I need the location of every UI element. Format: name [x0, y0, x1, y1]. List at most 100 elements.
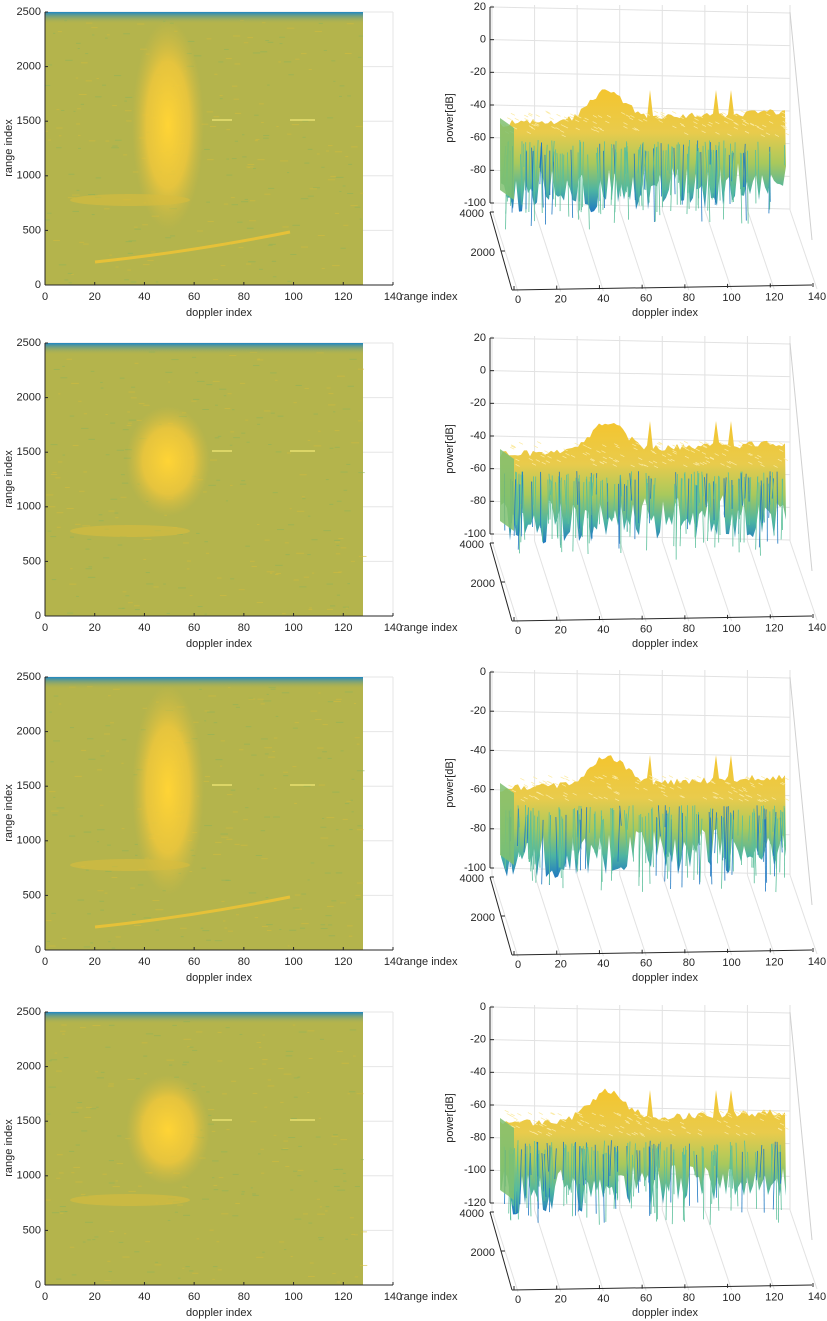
- heatmap-texture: [212, 1177, 215, 1179]
- surface-mesh: [544, 144, 548, 175]
- heatmap-texture: [254, 140, 258, 142]
- surface-mesh: [510, 112, 516, 116]
- heatmap-texture: [127, 269, 132, 271]
- heatmap-texture: [336, 500, 342, 502]
- heatmap-texture: [88, 566, 93, 568]
- surface-mesh: [729, 814, 733, 861]
- surface-mesh: [664, 1119, 670, 1122]
- surface-mesh: [559, 130, 565, 133]
- heatmap-texture: [112, 145, 118, 147]
- heatmap-texture: [51, 579, 57, 581]
- heatmap-texture: [52, 814, 58, 816]
- surface-mesh: [671, 1133, 676, 1137]
- heatmap-texture: [225, 827, 233, 829]
- heatmap-texture: [264, 539, 270, 541]
- surface-mesh: [662, 115, 667, 118]
- heatmap-texture: [293, 579, 299, 581]
- surface-mesh: [715, 132, 720, 135]
- surface-mesh: [710, 808, 714, 853]
- surface-mesh: [747, 453, 752, 456]
- surface-mesh: [778, 1128, 783, 1131]
- heatmap-texture: [77, 134, 81, 136]
- surface-mesh: [549, 480, 553, 520]
- heatmap-texture: [47, 139, 52, 141]
- surface-mesh: [599, 1114, 604, 1118]
- x-axis-label: doppler index: [632, 1307, 699, 1319]
- heatmap-texture: [96, 829, 105, 831]
- surface-mesh: [556, 153, 559, 179]
- surface-mesh: [589, 459, 595, 462]
- surface-mesh: [625, 147, 628, 193]
- surface-mesh: [523, 784, 529, 787]
- heatmap-texture: [56, 526, 61, 528]
- heatmap-texture: [331, 900, 337, 902]
- heatmap-texture: [244, 198, 248, 200]
- heatmap-texture: [48, 1086, 57, 1088]
- grid-line: [491, 1039, 791, 1047]
- surface-mesh: [670, 819, 672, 890]
- surface-mesh: [663, 794, 668, 797]
- heatmap-texture: [336, 1168, 344, 1170]
- surface-mesh: [608, 456, 614, 460]
- heatmap-texture: [285, 1166, 290, 1168]
- heatmap-texture: [163, 583, 166, 585]
- heatmap-texture: [172, 1024, 177, 1026]
- surface-mesh: [528, 458, 533, 461]
- surface-mesh: [602, 774, 607, 778]
- heatmap-texture: [248, 261, 256, 263]
- heatmap-texture: [268, 243, 276, 245]
- surface-mesh: [708, 121, 713, 125]
- heatmap-texture: [318, 430, 321, 432]
- x-tick-label: 120: [334, 291, 352, 303]
- heatmap-texture: [208, 1114, 212, 1116]
- heatmap-texture: [252, 365, 260, 367]
- y-axis-label: range index: [400, 956, 458, 968]
- heatmap-texture: [206, 1091, 210, 1093]
- surface-mesh: [516, 1120, 521, 1123]
- heatmap-texture: [360, 1159, 364, 1161]
- heatmap-band: [45, 12, 363, 24]
- surface-mesh: [512, 126, 518, 130]
- heatmap-texture: [192, 1272, 199, 1274]
- heatmap-texture: [69, 415, 75, 417]
- heatmap-texture: [309, 188, 318, 190]
- heatmap-texture: [50, 444, 58, 446]
- heatmap-texture: [242, 134, 245, 136]
- heatmap-texture: [353, 702, 356, 704]
- heatmap-texture: [167, 1219, 171, 1221]
- surface-mesh: [589, 807, 591, 833]
- heatmap-texture: [289, 508, 292, 510]
- heatmap-texture: [313, 413, 318, 415]
- heatmap-texture: [347, 1093, 350, 1095]
- heatmap-texture: [231, 204, 238, 206]
- heatmap-texture: [143, 558, 147, 560]
- heatmap-texture: [350, 205, 358, 207]
- z-tick-label: 0: [480, 1001, 486, 1013]
- surface-mesh: [718, 476, 721, 536]
- heatmap-texture: [336, 594, 341, 596]
- surface-mesh: [563, 116, 569, 120]
- surface-mesh: [513, 1117, 518, 1121]
- x-tick-label: 140: [384, 291, 402, 303]
- heatmap-texture: [90, 370, 95, 372]
- heatmap-texture: [286, 27, 295, 29]
- heatmap-texture: [64, 487, 70, 489]
- heatmap-texture: [125, 595, 130, 597]
- heatmap-texture: [78, 93, 87, 95]
- surface-mesh: [529, 812, 532, 862]
- heatmap-texture: [300, 246, 309, 248]
- surface-mesh: [704, 456, 710, 460]
- heatmap-texture: [219, 765, 223, 767]
- surface-mesh: [700, 151, 703, 222]
- surface-mesh: [598, 796, 603, 799]
- z-tick-label: -40: [470, 430, 486, 442]
- x-tick-label: 0: [42, 956, 48, 968]
- surface-mesh: [613, 791, 618, 795]
- surface-mesh: [563, 448, 568, 452]
- surface-mesh: [549, 796, 554, 800]
- heatmap-texture: [278, 61, 281, 63]
- surface-mesh: [707, 140, 711, 211]
- surface-mesh: [780, 111, 786, 114]
- surface-mesh: [661, 784, 666, 787]
- surface-mesh: [693, 471, 696, 538]
